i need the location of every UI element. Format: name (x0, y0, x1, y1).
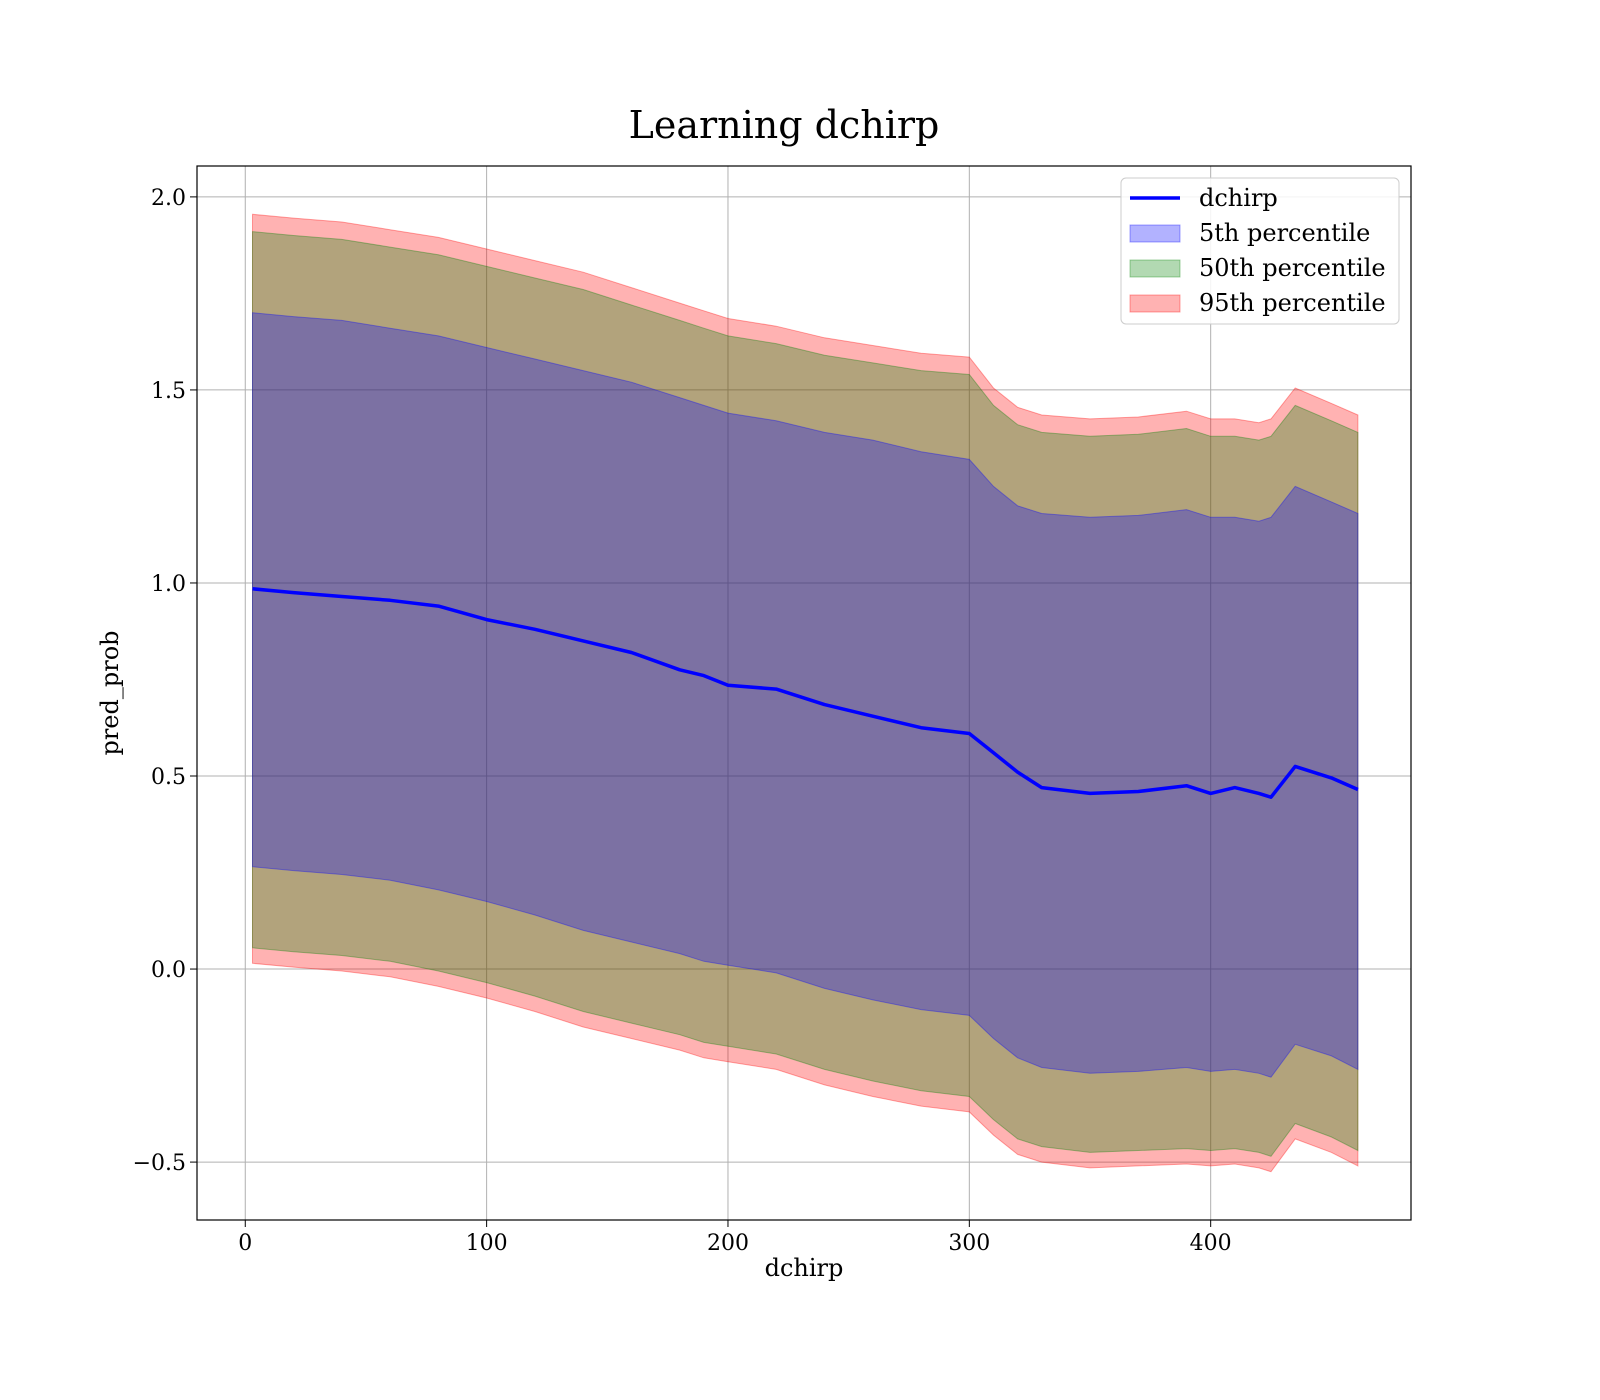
legend-patch-swatch (1129, 259, 1181, 278)
legend-item: 5th percentile (1129, 219, 1370, 247)
x-tick-label: 200 (707, 1231, 749, 1256)
legend-patch-swatch (1129, 224, 1181, 243)
legend-item: 50th percentile (1129, 254, 1386, 282)
x-tick-label: 300 (948, 1231, 990, 1256)
legend-label: 50th percentile (1199, 254, 1386, 282)
legend-patch-swatch (1129, 294, 1181, 313)
legend-label: dchirp (1199, 184, 1278, 212)
y-axis-label: pred_prob (96, 630, 124, 755)
legend: dchirp 5th percentile 50th percentile 95th … (1120, 177, 1400, 325)
percentile-bands (252, 213, 1359, 1173)
y-tick-label: 0.5 (151, 765, 186, 790)
x-axis-label: dchirp (765, 1254, 844, 1282)
legend-box (1120, 177, 1400, 325)
y-tick-label: 1.5 (151, 379, 186, 404)
axis-ticks: 0 100 200 300 400 −0.5 0.0 0.5 1.0 1.5 2.0 (133, 186, 1232, 1256)
y-tick-label: 1.0 (151, 572, 186, 597)
series-lines (252, 587, 1359, 799)
legend-label: 5th percentile (1199, 219, 1370, 247)
y-tick-label: −0.5 (133, 1151, 186, 1176)
x-tick-label: 0 (238, 1231, 252, 1256)
legend-item: dchirp (1130, 184, 1278, 212)
band-50th (252, 231, 1359, 1157)
y-tick-label: 0.0 (151, 958, 186, 983)
legend-item: 95th percentile (1129, 289, 1386, 317)
band-95th (252, 213, 1359, 1173)
chart-title: Learning dchirp (629, 103, 940, 147)
legend-label: 95th percentile (1199, 289, 1386, 317)
y-tick-label: 2.0 (151, 186, 186, 211)
plot-frame (196, 165, 1412, 1221)
grid (197, 166, 1411, 1220)
band-5th (252, 312, 1359, 1078)
series-line-dchirp (252, 587, 1359, 799)
x-tick-label: 100 (466, 1231, 508, 1256)
x-tick-label: 400 (1190, 1231, 1232, 1256)
